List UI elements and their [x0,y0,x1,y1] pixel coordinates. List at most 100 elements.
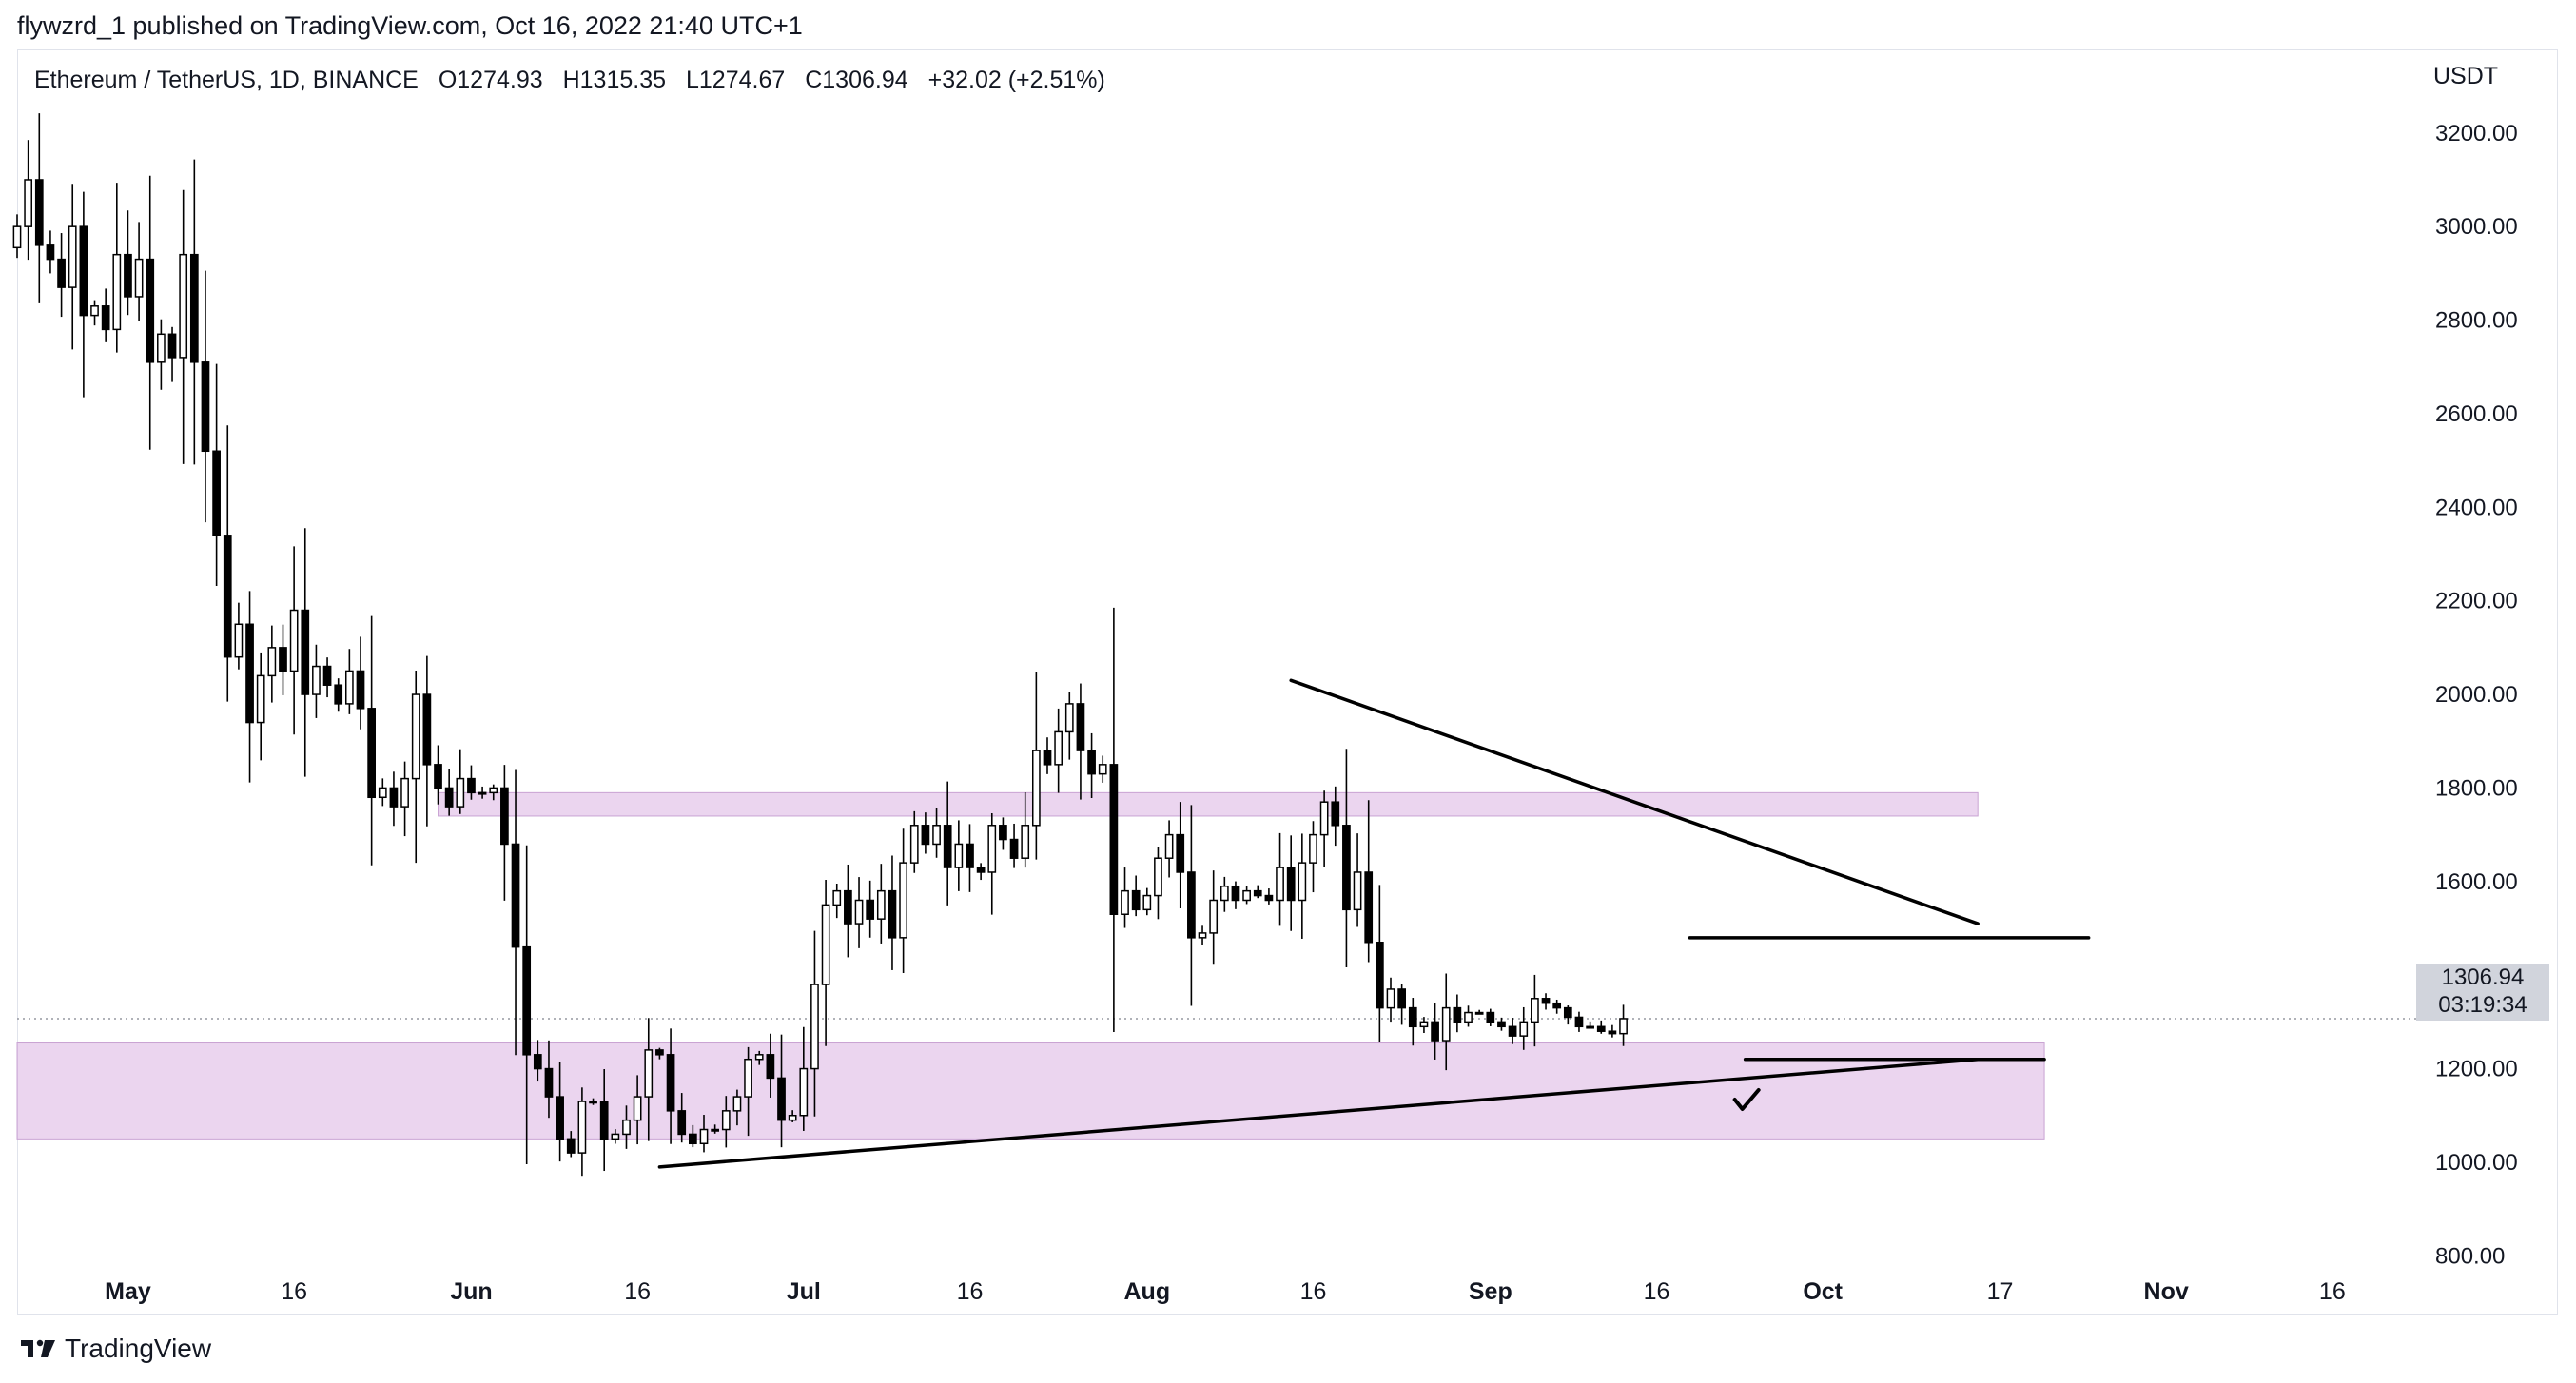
price-tick-label: 3000.00 [2435,214,2518,240]
candles-layer [12,113,1628,1177]
candle-body [167,333,177,359]
candle [478,786,487,799]
candle [832,884,842,919]
candle [367,615,377,866]
candle [1474,1009,1484,1015]
time-tick-label: Oct [1803,1278,1843,1305]
candle [556,1062,564,1162]
candle [1220,876,1229,912]
candle [799,1026,809,1131]
candle-body [1596,1025,1606,1032]
trend-line [657,1057,1980,1169]
candle [46,230,55,274]
candle-body [1220,885,1229,902]
candle-body [279,647,287,672]
candle [378,778,387,807]
candle-body [1209,899,1219,934]
candle-body [1541,998,1551,1004]
candle-body [511,843,520,948]
candle [1453,994,1462,1033]
candle-body [189,253,199,363]
candle [1364,800,1374,963]
candle-body [810,984,819,1070]
zones-layer [16,791,2045,1140]
candle-body [1353,871,1362,911]
candle-body [1464,1011,1473,1023]
candle [1264,888,1274,905]
symbol-title[interactable]: Ethereum / TetherUS, 1D, BINANCE [34,67,419,93]
candle [1131,875,1141,917]
candle [943,781,952,906]
time-tick-label: 16 [957,1278,984,1305]
candle [866,880,875,938]
candle [267,625,277,703]
candle [589,1098,597,1105]
price-tick-label: 2600.00 [2435,401,2518,427]
candle [844,864,852,958]
candle [389,771,399,827]
candle-body [1497,1021,1506,1028]
candle-body [788,1115,797,1121]
candle [1109,607,1119,1032]
candle-body [223,535,232,658]
candle-body [909,825,919,864]
candle-body [1043,750,1052,766]
candle [533,1040,542,1082]
candle-body [201,361,210,453]
candle [1342,749,1351,967]
time-tick-label: 16 [1644,1278,1670,1305]
support-resistance-zone [438,791,1979,817]
candle-body [400,777,409,808]
candle [79,191,88,398]
price-tick-label: 1800.00 [2435,775,2518,801]
candle [1586,1021,1594,1029]
time-tick-label: 17 [1987,1278,2014,1305]
candle-body [24,179,33,227]
candle [699,1115,709,1153]
candle-body [1574,1016,1584,1028]
candle-body [1608,1030,1617,1035]
publisher-caption: flywzrd_1 published on TradingView.com, … [17,11,803,40]
candle-body [1364,871,1374,944]
price-tick-label: 3200.00 [2435,121,2518,146]
candle [677,1093,687,1143]
candle-body [389,787,399,808]
candle-body [854,899,864,925]
candle [179,189,188,464]
candle-body [289,609,299,672]
candle-body [1342,825,1351,911]
candle-body [68,225,77,288]
candle-body [1486,1011,1495,1023]
candle-body [90,305,99,317]
candle [1298,833,1307,939]
candle [34,113,44,303]
candle-body [966,843,974,868]
candle [489,784,498,801]
candle [434,745,442,805]
candle-body [599,1101,609,1140]
candle [1309,821,1317,893]
candle-body [478,791,487,795]
candle [954,820,964,891]
candle-body [1253,889,1262,897]
candle [101,288,110,342]
candle-body [888,889,897,939]
candle-body [1309,833,1317,864]
candle-body [1121,889,1129,915]
candle [68,184,77,350]
candle-body [633,1096,642,1121]
candle-body [688,1133,697,1145]
candle [124,210,132,316]
candle-body [34,179,44,246]
candle [1552,999,1562,1014]
candle [1353,833,1362,927]
price-tick-label: 2200.00 [2435,589,2518,614]
candle-body [157,333,166,363]
candle [1198,925,1207,945]
time-tick-label: 16 [281,1278,307,1305]
candle-body [489,787,498,794]
candle [256,652,265,761]
candle-body [932,825,941,846]
candle [1076,683,1085,800]
